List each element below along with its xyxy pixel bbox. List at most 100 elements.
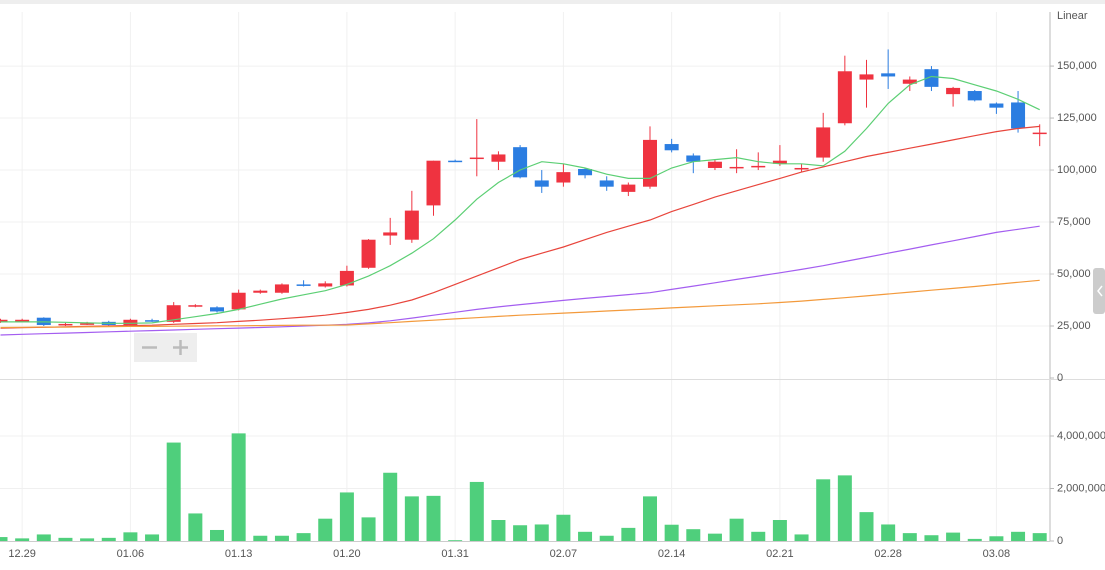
- volume-bar: [296, 533, 311, 541]
- volume-bar: [534, 524, 549, 541]
- candle-body: [274, 284, 289, 293]
- volume-bar: [621, 527, 636, 541]
- volume-bar: [556, 514, 571, 541]
- grid: [0, 12, 1054, 542]
- zoom-controls: [134, 333, 197, 362]
- candle-body: [751, 165, 766, 168]
- volume-bar: [80, 538, 95, 541]
- candle-body: [123, 319, 138, 325]
- y-tick-label: 150,000: [1057, 60, 1097, 72]
- volume-bar: [513, 525, 528, 541]
- candle-body: [469, 157, 484, 160]
- candle-body: [383, 232, 398, 236]
- x-tick-label: 01.31: [441, 548, 469, 560]
- candle-body: [534, 180, 549, 187]
- volume-bar: [794, 534, 809, 541]
- volume-bar: [967, 538, 982, 541]
- moving-average-line: [0, 125, 1040, 329]
- volume-bar: [686, 529, 701, 541]
- candle-body: [686, 155, 701, 162]
- candle-body: [643, 139, 657, 187]
- volume-bar: [924, 535, 939, 541]
- volume-bar: [0, 537, 8, 541]
- candle-body: [448, 160, 463, 163]
- candle-body: [924, 69, 939, 87]
- top-bar: [0, 0, 1105, 4]
- marks: [0, 49, 1047, 541]
- volume-bar: [15, 538, 30, 541]
- volume-bar: [383, 472, 398, 541]
- volume-bar: [253, 535, 268, 541]
- volume-bar: [751, 531, 766, 541]
- volume-bar: [989, 536, 1004, 541]
- moving-average-line: [0, 75, 1040, 324]
- y-tick-label: 4,000,000: [1057, 430, 1105, 442]
- y-tick-label: 75,000: [1057, 216, 1091, 228]
- x-tick-label: 01.13: [225, 548, 253, 560]
- zoom-in-button[interactable]: [173, 340, 188, 355]
- candle-body: [0, 319, 8, 322]
- volume-bar: [1011, 531, 1026, 541]
- volume-bar: [404, 496, 419, 541]
- volume-bar: [707, 533, 722, 541]
- candle-body: [80, 323, 95, 325]
- side-panel-toggle[interactable]: [1093, 268, 1105, 314]
- volume-bar: [123, 532, 138, 541]
- volume-bar: [361, 517, 376, 541]
- candle-body: [426, 160, 441, 206]
- candle-body: [946, 87, 961, 95]
- moving-average-line: [0, 225, 1040, 336]
- volume-bar: [426, 495, 441, 541]
- y-tick-label: 100,000: [1057, 164, 1097, 176]
- labels: 0 25,000 50,000 75,000 100,000 125,000 150,000…: [8, 60, 1105, 560]
- y-tick-label: 25,000: [1057, 320, 1091, 332]
- y-tick-label: 50,000: [1057, 268, 1091, 280]
- volume-bar: [101, 537, 116, 541]
- y-tick-label: 0: [1057, 535, 1063, 547]
- candle-body: [772, 160, 787, 164]
- volume-bar: [491, 520, 506, 541]
- volume-bar: [210, 529, 224, 541]
- candle-body: [556, 172, 571, 183]
- x-tick-label: 02.07: [550, 548, 578, 560]
- candle-body: [794, 167, 809, 170]
- volume-bar: [318, 518, 333, 541]
- candle-body: [707, 161, 722, 168]
- volume-bar: [881, 524, 896, 541]
- volume-bar: [469, 481, 484, 541]
- y-tick-label: 0: [1057, 372, 1063, 384]
- volume-bar: [274, 535, 289, 541]
- volume-bar: [816, 479, 831, 541]
- candle-body: [989, 103, 1004, 108]
- volume-bar: [166, 442, 181, 541]
- candle-body: [816, 127, 831, 158]
- volume-bar: [902, 533, 917, 541]
- y-tick-label: 2,000,000: [1057, 482, 1105, 494]
- candle-body: [188, 305, 203, 307]
- volume-bar: [578, 531, 593, 541]
- volume-bar: [339, 492, 354, 541]
- candle-body: [881, 73, 896, 77]
- volume-bar: [859, 512, 874, 541]
- candle-body: [729, 166, 744, 169]
- volume-bar: [643, 496, 657, 541]
- volume-bar: [188, 513, 203, 541]
- volume-bar: [664, 524, 679, 541]
- volume-bar: [448, 540, 463, 541]
- candle-body: [296, 284, 311, 286]
- candle-body: [339, 270, 354, 286]
- candle-body: [1032, 132, 1047, 135]
- y-tick-label: 125,000: [1057, 112, 1097, 124]
- x-tick-label: 03.08: [983, 548, 1011, 560]
- candle-body: [231, 292, 246, 310]
- volume-bar: [36, 534, 51, 541]
- candle-body: [361, 239, 376, 268]
- candle-body: [513, 147, 528, 178]
- candle-body: [253, 290, 268, 293]
- scale-mode-label[interactable]: Linear: [1057, 10, 1088, 22]
- candle-body: [902, 79, 917, 84]
- volume-bar: [946, 532, 961, 541]
- candle-body: [491, 154, 506, 162]
- volume-bar: [599, 535, 614, 541]
